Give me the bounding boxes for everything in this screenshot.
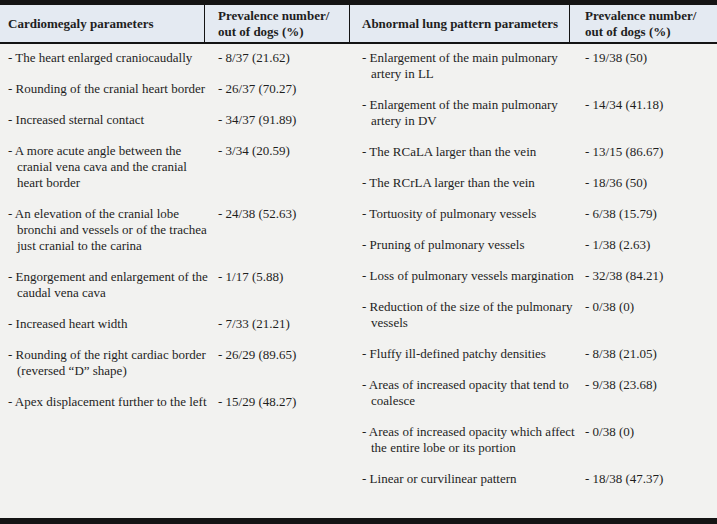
table-row: - Loss of pulmonary vessels margination … [350,268,717,284]
table-row: - Areas of increased opacity that tend t… [350,377,717,409]
table-row: - Increased sternal contact - 34/37 (91.… [0,112,350,128]
param-cell: - Engorgement and enlargement of the cau… [0,269,218,301]
value-cell: - 18/38 (47.37) [585,471,717,487]
param-cell: - Rounding of the right cardiac border (… [0,347,218,379]
param-cell: - Tortuosity of pulmonary vessels [350,206,585,222]
table-row: - Areas of increased opacity which affec… [350,424,717,456]
table-bottom-border [0,518,717,524]
table-row: - The heart enlarged craniocaudally - 8/… [0,50,350,66]
param-cell: - The RCaLA larger than the vein [350,144,585,160]
value-cell: - 32/38 (84.21) [585,268,717,284]
table-row: - Linear or curvilinear pattern - 18/38 … [350,471,717,487]
header-cardiomegaly-parameters: Cardiomegaly parameters [0,5,205,42]
param-cell: - Enlargement of the main pulmonary arte… [350,97,585,129]
value-cell: - 26/37 (70.27) [218,81,350,97]
param-cell: - Linear or curvilinear pattern [350,471,585,487]
header-prevalence-left: Prevalence number/ out of dogs (%) [205,5,350,42]
value-cell: - 26/29 (89.65) [218,347,350,363]
value-cell: - 3/34 (20.59) [218,143,350,159]
table-row: - Engorgement and enlargement of the cau… [0,269,350,301]
value-cell: - 0/38 (0) [585,299,717,315]
value-cell: - 6/38 (15.79) [585,206,717,222]
param-cell: - Reduction of the size of the pulmonary… [350,299,585,331]
value-cell: - 8/38 (21.05) [585,346,717,362]
param-cell: - Rounding of the cranial heart border [0,81,218,97]
param-cell: - The heart enlarged craniocaudally [0,50,218,66]
abnormal-lung-pattern-column: - Enlargement of the main pulmonary arte… [350,50,717,518]
table-row: - The RCrLA larger than the vein - 18/36… [350,175,717,191]
prevalence-table: Cardiomegaly parameters Prevalence numbe… [0,0,717,524]
value-cell: - 7/33 (21.21) [218,316,350,332]
table-body: - The heart enlarged craniocaudally - 8/… [0,44,717,518]
table-row: - Rounding of the cranial heart border -… [0,81,350,97]
table-row: - Fluffy ill-defined patchy densities - … [350,346,717,362]
value-cell: - 1/17 (5.88) [218,269,350,285]
param-cell: - Increased heart width [0,316,218,332]
table-row: - Increased heart width - 7/33 (21.21) [0,316,350,332]
value-cell: - 14/34 (41.18) [585,97,717,113]
table-row: - Apex displacement further to the left … [0,394,350,410]
param-cell: - Enlargement of the main pulmonary arte… [350,50,585,82]
value-cell: - 15/29 (48.27) [218,394,350,410]
table-row: - A more acute angle between the cranial… [0,143,350,191]
value-cell: - 24/38 (52.63) [218,206,350,222]
param-cell: - Fluffy ill-defined patchy densities [350,346,585,362]
value-cell: - 13/15 (86.67) [585,144,717,160]
table-row: - Tortuosity of pulmonary vessels - 6/38… [350,206,717,222]
table-header-row: Cardiomegaly parameters Prevalence numbe… [0,5,717,44]
param-cell: - Pruning of pulmonary vessels [350,237,585,253]
table-row: - Enlargement of the main pulmonary arte… [350,97,717,129]
value-cell: - 19/38 (50) [585,50,717,66]
table-row: - The RCaLA larger than the vein - 13/15… [350,144,717,160]
header-prevalence-right: Prevalence number/ out of dogs (%) [570,5,717,42]
param-cell: - Areas of increased opacity that tend t… [350,377,585,409]
param-cell: - The RCrLA larger than the vein [350,175,585,191]
table-row: - An elevation of the cranial lobe bronc… [0,206,350,254]
value-cell: - 18/36 (50) [585,175,717,191]
value-cell: - 1/38 (2.63) [585,237,717,253]
param-cell: - Increased sternal contact [0,112,218,128]
table-row: - Enlargement of the main pulmonary arte… [350,50,717,82]
header-abnormal-lung-pattern-parameters: Abnormal lung pattern parameters [350,5,570,42]
table-row: - Rounding of the right cardiac border (… [0,347,350,379]
table-row: - Reduction of the size of the pulmonary… [350,299,717,331]
param-cell: - Loss of pulmonary vessels margination [350,268,585,284]
value-cell: - 9/38 (23.68) [585,377,717,393]
param-cell: - Areas of increased opacity which affec… [350,424,585,456]
param-cell: - An elevation of the cranial lobe bronc… [0,206,218,254]
value-cell: - 34/37 (91.89) [218,112,350,128]
cardiomegaly-column: - The heart enlarged craniocaudally - 8/… [0,50,350,518]
value-cell: - 0/38 (0) [585,424,717,440]
value-cell: - 8/37 (21.62) [218,50,350,66]
param-cell: - A more acute angle between the cranial… [0,143,218,191]
param-cell: - Apex displacement further to the left [0,394,218,410]
table-row: - Pruning of pulmonary vessels - 1/38 (2… [350,237,717,253]
